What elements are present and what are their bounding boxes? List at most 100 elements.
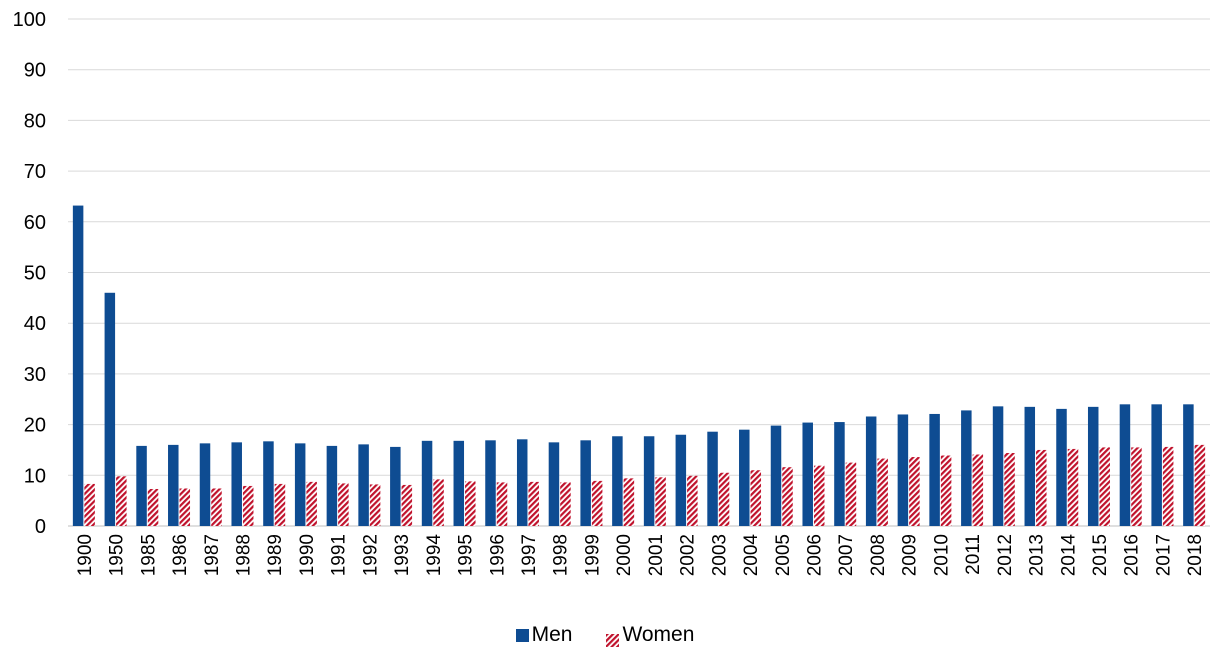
bar-women [528, 481, 539, 526]
bar-women [338, 483, 349, 526]
hatch-swatch-icon [606, 633, 620, 647]
y-tick-label: 30 [24, 364, 46, 386]
bar-men [1024, 406, 1036, 526]
bar-men [834, 422, 845, 526]
bar-men [675, 434, 687, 526]
bar-men [294, 443, 306, 526]
bar-men [168, 444, 179, 526]
bar-men [643, 436, 655, 526]
x-tick-label: 1986 [170, 534, 191, 576]
bar-women [496, 482, 508, 526]
bar-women [813, 465, 825, 526]
bar-women [1162, 446, 1174, 526]
x-tick-label: 1997 [519, 534, 540, 576]
legend-swatch-women [606, 629, 620, 647]
bar-women [782, 467, 793, 526]
gridlines [68, 18, 1210, 527]
bar-women [655, 477, 666, 526]
bar-men [485, 440, 496, 526]
bar-women [909, 457, 920, 526]
y-tick-label: 90 [24, 60, 46, 82]
bar-women [306, 481, 317, 526]
x-tick-label: 2018 [1185, 534, 1206, 576]
y-axis-tick-labels: 0 10 20 30 40 50 60 70 80 90 100 [13, 9, 46, 538]
bar-men [1119, 404, 1131, 526]
x-tick-label: 2009 [900, 534, 921, 576]
bar-men [961, 410, 972, 526]
x-tick-label: 1991 [329, 534, 350, 576]
x-tick-label: 2014 [1058, 534, 1079, 577]
bar-women [845, 462, 857, 526]
x-tick-label: 2010 [931, 534, 952, 576]
x-axis-tick-labels: 1900 1950 1985 1986 1987 1988 1989 1990 1991 1992… [75, 534, 1206, 577]
x-tick-label: 2000 [614, 534, 635, 576]
bar-men [612, 436, 623, 526]
x-tick-label: 2008 [868, 534, 889, 576]
bar-men [453, 440, 465, 526]
x-tick-label: 2005 [773, 534, 794, 576]
bar-men [516, 439, 528, 526]
bar-men [326, 445, 338, 526]
bar-men [865, 416, 877, 526]
x-tick-label: 1950 [107, 534, 128, 576]
bar-women [179, 488, 191, 526]
x-tick-label: 2015 [1090, 534, 1111, 576]
x-tick-label: 1900 [75, 534, 96, 576]
x-tick-label: 1990 [297, 534, 318, 576]
legend-label-men: Men [531, 623, 573, 646]
y-tick-label: 100 [13, 9, 46, 31]
bar-men [1087, 406, 1099, 526]
bar-men [802, 422, 813, 526]
bar-women [211, 488, 222, 526]
bar-men [1183, 404, 1194, 526]
bar-women [1099, 447, 1110, 526]
bar-women [1004, 452, 1015, 526]
y-tick-label: 60 [24, 212, 46, 234]
y-tick-label: 80 [24, 110, 46, 132]
bar-women [1194, 444, 1206, 526]
bar-men [770, 425, 782, 526]
bar-women [560, 482, 571, 526]
bar-women [147, 488, 159, 526]
x-tick-label: 2011 [963, 534, 984, 575]
bar-men [1056, 408, 1067, 526]
bar-women [1036, 449, 1047, 526]
x-tick-label: 1998 [551, 534, 572, 576]
bar-women [1067, 448, 1079, 526]
bar-women [623, 478, 635, 526]
bar-men [1151, 404, 1162, 526]
x-tick-label: 2013 [1027, 534, 1048, 576]
bar-women [84, 483, 95, 526]
y-tick-label: 40 [24, 313, 46, 335]
bar-women [433, 479, 444, 526]
bar-men [929, 413, 940, 526]
bar-women [116, 476, 127, 526]
x-tick-label: 1987 [202, 534, 223, 576]
x-tick-label: 2001 [646, 534, 667, 576]
x-tick-label: 1995 [456, 534, 477, 576]
bar-women [718, 472, 730, 526]
x-tick-label: 2016 [1122, 534, 1143, 576]
bar-women [687, 475, 698, 526]
x-tick-label: 2002 [678, 534, 699, 576]
bar-women [877, 458, 888, 526]
legend-item-men: Men [515, 623, 573, 647]
legend-item-women: Women [606, 623, 694, 647]
x-tick-label: 1994 [424, 534, 445, 577]
bar-men [199, 443, 211, 526]
x-tick-label: 2012 [995, 534, 1016, 576]
bar-men [707, 431, 718, 526]
bar-women [750, 470, 762, 526]
bar-women [401, 484, 413, 526]
bar-men [390, 446, 401, 526]
bar-men [992, 406, 1004, 526]
x-tick-label: 2007 [836, 534, 857, 576]
bar-men [897, 414, 909, 526]
x-tick-label: 1989 [265, 534, 286, 576]
bar-women [1131, 447, 1142, 526]
y-tick-label: 10 [24, 465, 46, 487]
legend: Men Women [0, 622, 1210, 648]
bar-men [421, 440, 433, 526]
x-tick-label: 2017 [1153, 534, 1174, 576]
